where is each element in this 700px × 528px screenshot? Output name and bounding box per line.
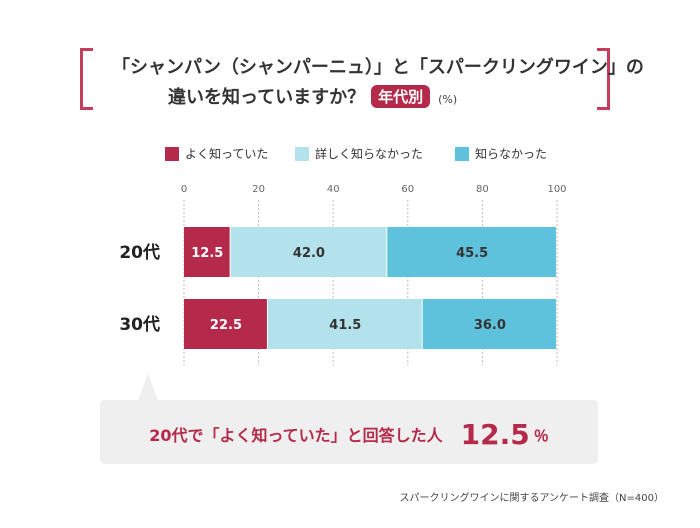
- bar-knew-well-1: [184, 227, 230, 277]
- callout-description: 20代で「よく知っていた」と回答した人: [149, 426, 443, 445]
- data-label-knew-well-1: 12.5: [191, 246, 223, 261]
- x-tick-label-0: 0: [181, 184, 187, 195]
- data-label-did-not-know-2: 36.0: [474, 318, 506, 333]
- age-group-badge: 年代別: [371, 85, 431, 108]
- legend-label-did-not-know: 知らなかった: [475, 147, 548, 161]
- unit-label: (%): [438, 93, 458, 106]
- callout-box: 20代で「よく知っていた」と回答した人 12.5 ％: [100, 400, 598, 464]
- bar-knew-somewhat-1: [230, 227, 387, 277]
- callout-value: 12.5: [460, 418, 530, 451]
- category-label-1: 20代: [119, 242, 160, 263]
- x-tick-label-20: 20: [252, 184, 265, 195]
- legend-label-knew-somewhat: 詳しく知らなかった: [315, 147, 424, 161]
- chart-title-line1: 「シャンパン（シャンパーニュ）」と「スパークリングワイン」の: [112, 57, 644, 78]
- x-tick-label-60: 60: [401, 184, 414, 195]
- x-tick-label-100: 100: [547, 184, 566, 195]
- source-note: スパークリングワインに関するアンケート調査（N=400）: [399, 493, 664, 504]
- callout-unit: ％: [533, 427, 549, 445]
- data-label-did-not-know-1: 45.5: [456, 246, 488, 261]
- callout-text: 20代で「よく知っていた」と回答した人 12.5 ％: [100, 418, 598, 451]
- category-label-2: 30代: [119, 314, 160, 335]
- bar-knew-well-2: [184, 299, 267, 349]
- legend-swatch-did-not-know: [455, 146, 469, 161]
- data-label-knew-somewhat-1: 42.0: [293, 246, 325, 261]
- legend-swatch-knew-well: [165, 146, 179, 161]
- title-bracket-left: [80, 48, 93, 110]
- x-tick-label-40: 40: [327, 184, 340, 195]
- legend-item-knew-well: よく知っていた: [165, 145, 268, 162]
- title-bracket-right: [597, 48, 610, 110]
- chart-title-question: 違いを知っていますか？: [168, 87, 366, 108]
- data-label-knew-somewhat-2: 41.5: [329, 318, 361, 333]
- bar-did-not-know-1: [387, 227, 556, 277]
- legend-label-knew-well: よく知っていた: [185, 147, 269, 161]
- legend-swatch-knew-somewhat: [295, 146, 309, 161]
- chart-title-line2: 違いを知っていますか？ 年代別 (%): [168, 83, 457, 109]
- callout-tail: [138, 373, 158, 401]
- bar-knew-somewhat-2: [267, 299, 422, 349]
- x-tick-label-80: 80: [476, 184, 489, 195]
- bar-did-not-know-2: [422, 299, 556, 349]
- data-label-knew-well-2: 22.5: [210, 318, 242, 333]
- legend-item-knew-somewhat: 詳しく知らなかった: [295, 145, 423, 162]
- legend-item-did-not-know: 知らなかった: [455, 145, 547, 162]
